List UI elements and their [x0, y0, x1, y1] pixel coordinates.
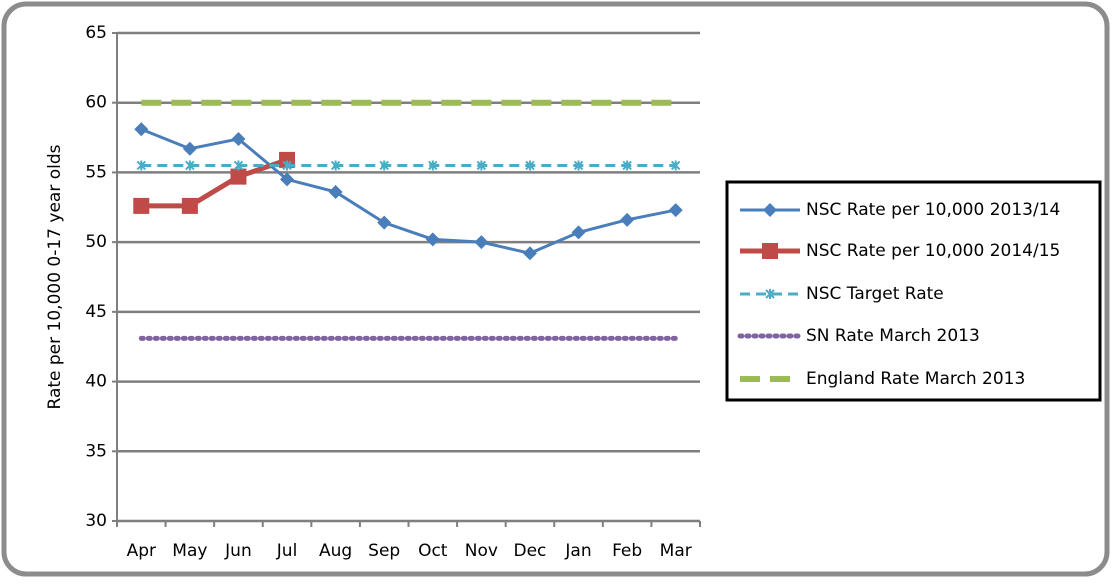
x-tick-label: Jun — [224, 541, 252, 561]
legend-marker — [765, 289, 775, 299]
x-tick-label: Sep — [368, 541, 400, 561]
y-tick-label: 35 — [85, 441, 107, 461]
data-point — [428, 160, 438, 171]
data-point — [181, 197, 198, 214]
y-tick-label: 55 — [85, 162, 107, 182]
legend-box — [725, 180, 1102, 402]
data-point — [133, 197, 150, 214]
y-tick-label: 45 — [85, 302, 107, 322]
data-point — [425, 232, 440, 247]
data-point — [522, 246, 537, 261]
legend-label: NSC Target Rate — [806, 284, 944, 304]
x-tick-label: Jan — [564, 541, 591, 561]
data-point — [620, 212, 635, 227]
data-point — [377, 215, 392, 230]
data-point — [622, 160, 632, 171]
y-tick-label: 30 — [85, 511, 107, 531]
x-tick-label: Feb — [612, 541, 642, 561]
x-tick-label: Jul — [276, 541, 298, 561]
y-tick-label: 40 — [85, 372, 107, 392]
x-tick-label: Aug — [319, 541, 352, 561]
legend-label: NSC Rate per 10,000 2014/15 — [806, 241, 1060, 261]
legend-label: NSC Rate per 10,000 2013/14 — [806, 200, 1060, 220]
data-point — [182, 141, 197, 156]
y-tick-label: 50 — [85, 232, 107, 252]
y-tick-label: 65 — [85, 23, 107, 43]
data-point — [668, 203, 683, 218]
legend-label: SN Rate March 2013 — [806, 326, 980, 346]
x-tick-label: Dec — [514, 541, 547, 561]
x-tick-label: Nov — [465, 541, 498, 561]
data-point — [230, 168, 247, 185]
data-point — [282, 160, 292, 171]
legend-marker — [762, 243, 778, 259]
series-line — [140, 127, 677, 255]
y-axis-label: Rate per 10,000 0-17 year olds — [45, 144, 65, 409]
series-line — [141, 157, 288, 209]
data-point — [474, 235, 489, 250]
data-point — [328, 184, 343, 199]
x-tick-label: Mar — [660, 541, 692, 561]
data-point — [134, 122, 149, 137]
x-tick-label: May — [172, 541, 207, 561]
data-point — [279, 151, 296, 168]
data-point — [330, 160, 341, 171]
data-point — [671, 160, 681, 171]
data-point — [525, 160, 535, 171]
x-tick-label: Oct — [418, 541, 448, 561]
data-point — [573, 160, 584, 171]
data-point — [476, 160, 487, 171]
data-point — [185, 160, 195, 171]
data-point — [280, 172, 295, 187]
data-point — [379, 160, 389, 171]
data-point — [233, 160, 244, 171]
data-point — [231, 131, 246, 146]
legend-label: England Rate March 2013 — [806, 369, 1025, 389]
data-point — [136, 160, 146, 171]
legend-marker — [763, 203, 777, 217]
y-tick-label: 60 — [85, 93, 107, 113]
x-tick-label: Apr — [127, 541, 156, 561]
data-point — [571, 225, 586, 240]
